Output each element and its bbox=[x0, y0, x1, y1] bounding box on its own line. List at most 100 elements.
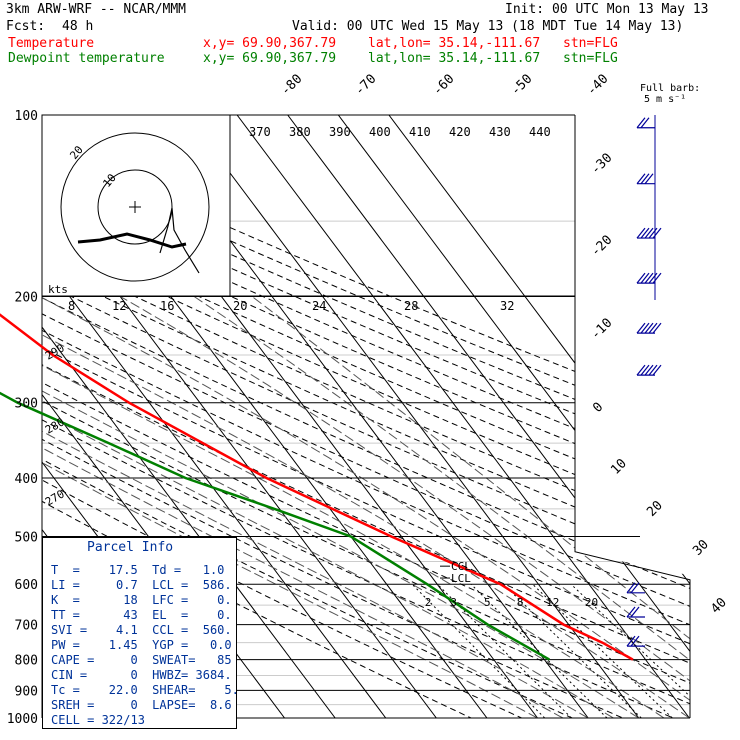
temperature-tick-label: -80 bbox=[278, 72, 305, 99]
hodo-speed-label: 8 bbox=[68, 299, 75, 313]
dry-adiabat bbox=[42, 115, 690, 718]
theta-label: 400 bbox=[369, 125, 391, 139]
dewpoint-legend: Dewpoint temperature bbox=[8, 51, 165, 66]
wind-barb-flag bbox=[626, 635, 636, 647]
wind-barb-flag bbox=[636, 272, 646, 284]
hodo-speed-label: 16 bbox=[160, 299, 174, 313]
pressure-tick-label: 700 bbox=[15, 619, 38, 634]
dewpoint-xy: x,y= 69.90,367.79 bbox=[203, 51, 337, 66]
wind-barb-flag bbox=[644, 322, 654, 334]
hodo-box bbox=[41, 114, 231, 297]
dry-adiabat bbox=[42, 115, 690, 718]
wind-barb-flag bbox=[648, 364, 658, 376]
dry-adiabat bbox=[42, 115, 690, 718]
wind-barb-flag bbox=[636, 227, 646, 239]
dry-adiabat bbox=[42, 115, 690, 718]
valid-time: Valid: 00 UTC Wed 15 May 13 (18 MDT Tue … bbox=[292, 19, 684, 34]
lcl-label: LCL bbox=[451, 572, 471, 585]
theta-label: 440 bbox=[529, 125, 551, 139]
parcel-info-panel: Parcel Info T = 17.5 Td = 1.0 LI = 0.7 L… bbox=[42, 537, 239, 729]
dry-adiabat bbox=[42, 115, 690, 718]
theta-left-label: 290 bbox=[43, 341, 67, 362]
mixing-ratio-label: 20 bbox=[585, 596, 598, 609]
temperature-tick-label: -70 bbox=[352, 72, 379, 99]
dry-adiabat bbox=[42, 115, 690, 718]
dry-adiabat bbox=[42, 115, 623, 718]
hodo-trace-thin bbox=[159, 207, 200, 274]
temperature-tick-label: 30 bbox=[690, 537, 712, 559]
dewpoint-latlon: lat,lon= 35.14,-111.67 bbox=[368, 51, 541, 66]
pressure-tick-label: 400 bbox=[15, 472, 38, 487]
wind-barb-flag bbox=[648, 272, 658, 284]
wind-barb-flag bbox=[636, 364, 646, 376]
dry-adiabat bbox=[42, 115, 690, 718]
moist-adiabat bbox=[193, 296, 690, 718]
hodo-speed-label: 24 bbox=[312, 299, 326, 313]
wind-barbs bbox=[626, 115, 662, 647]
theta-label: 380 bbox=[289, 125, 311, 139]
temperature-tick-label: -50 bbox=[508, 72, 535, 99]
parcel-row: SVI = 4.1 CCL = 560. bbox=[51, 623, 232, 637]
mixing-ratio-label: 8 bbox=[517, 596, 524, 609]
parcel-row: PW = 1.45 YGP = 0.0 bbox=[51, 638, 232, 652]
temperature-xy: x,y= 69.90,367.79 bbox=[203, 36, 337, 51]
parcel-row: K = 18 LFC = 0. bbox=[51, 593, 232, 607]
parcel-row: CAPE = 0 SWEAT= 85 bbox=[51, 653, 232, 667]
hodo-units-label: kts bbox=[48, 283, 68, 296]
pressure-tick-label: 200 bbox=[15, 291, 38, 306]
mixing-ratio-line bbox=[411, 583, 546, 718]
moist-adiabat bbox=[42, 296, 640, 718]
dry-adiabat bbox=[42, 115, 674, 718]
pressure-tick-label: 1000 bbox=[7, 712, 38, 727]
fcst-label: Fcst: bbox=[6, 19, 46, 34]
wind-barb-flag bbox=[630, 582, 640, 594]
dewpoint-trace bbox=[0, 391, 551, 661]
wind-barb-flag bbox=[630, 606, 640, 618]
mixing-ratio-line bbox=[470, 583, 608, 718]
parcel-row: CELL = 322/13 bbox=[51, 713, 145, 727]
moist-adiabat bbox=[42, 374, 538, 718]
wind-barb-flag bbox=[652, 322, 662, 334]
hodo-ring-inner bbox=[97, 169, 173, 245]
temperature-tick-label: -60 bbox=[430, 72, 457, 99]
temperature-tick-label: 40 bbox=[708, 595, 730, 617]
sounding-traces bbox=[0, 313, 634, 661]
barb-key-title: Full barb: bbox=[640, 83, 701, 94]
parcel-info-title: Parcel Info bbox=[87, 540, 174, 555]
temperature-tick-label: -10 bbox=[588, 316, 615, 343]
pressure-tick-label: 500 bbox=[15, 530, 38, 545]
pressure-tick-label: 100 bbox=[15, 109, 38, 124]
frame-right bbox=[574, 115, 691, 718]
wind-barb-flag bbox=[652, 272, 662, 284]
dry-adiabat bbox=[42, 115, 690, 718]
theta-label: 420 bbox=[449, 125, 471, 139]
hodo-center-mark bbox=[129, 201, 141, 213]
isotherm-line bbox=[186, 115, 640, 718]
temperature-tick-label: 10 bbox=[608, 456, 630, 478]
wind-barb-flag bbox=[652, 227, 662, 239]
wind-barb-flag bbox=[626, 606, 636, 618]
hodo-speed-label: 12 bbox=[112, 299, 126, 313]
wind-barb-flag bbox=[644, 364, 654, 376]
parcel-row: CIN = 0 HWBZ= 3684. bbox=[51, 668, 232, 682]
theta-label: 390 bbox=[329, 125, 351, 139]
pressure-tick-label: 300 bbox=[15, 397, 38, 412]
isotherm-line bbox=[337, 115, 690, 718]
dry-adiabat bbox=[42, 115, 573, 718]
mixing-ratio-label: 5 bbox=[484, 596, 491, 609]
pressure-tick-label: 800 bbox=[15, 654, 38, 669]
wind-barb-flag bbox=[640, 227, 650, 239]
temperature-trace bbox=[0, 313, 634, 661]
temperature-latlon: lat,lon= 35.14,-111.67 bbox=[368, 36, 541, 51]
hodo-speed-label: 20 bbox=[233, 299, 247, 313]
temperature-tick-label: 0 bbox=[590, 400, 606, 416]
mixing-ratio-line bbox=[503, 583, 642, 718]
theta-left-label: 280 bbox=[43, 415, 67, 436]
isotherm-line bbox=[287, 115, 690, 718]
hodo-trace bbox=[77, 232, 187, 249]
wind-barb-flag bbox=[644, 227, 654, 239]
parcel-row: TT = 43 EL = 0. bbox=[51, 608, 232, 622]
theta-label: 370 bbox=[249, 125, 271, 139]
barb-key-units: 5 m s⁻¹ bbox=[644, 94, 687, 105]
